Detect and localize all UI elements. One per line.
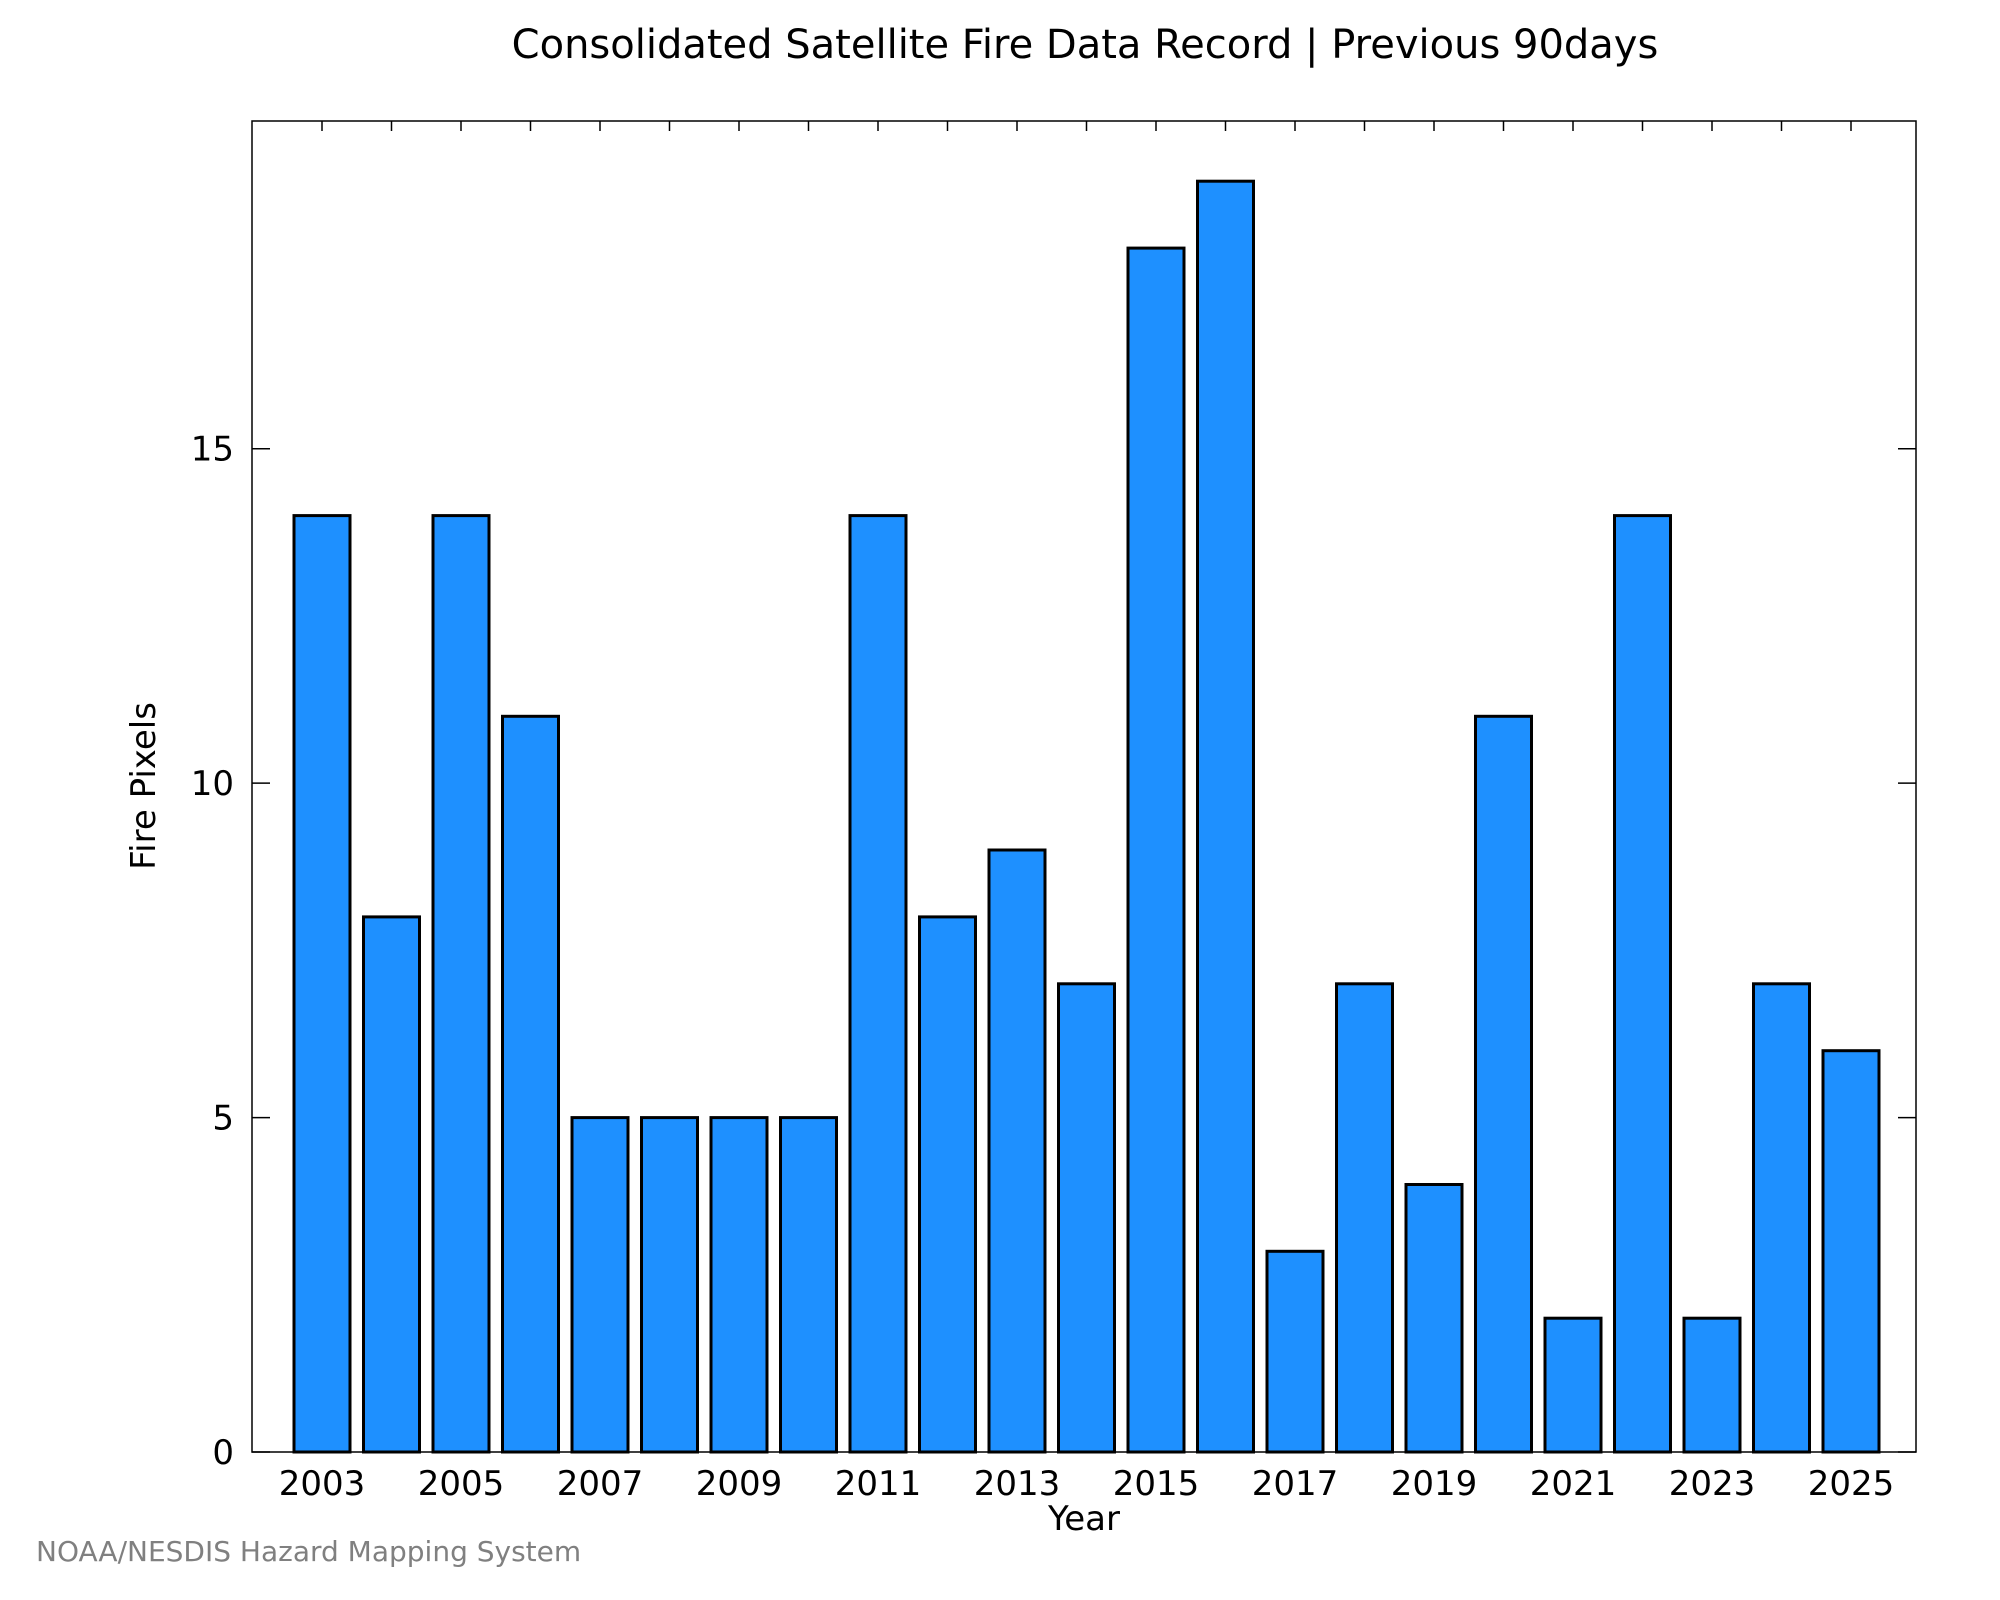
bar-2025 <box>1821 1049 1881 1454</box>
bar-2008 <box>640 1116 699 1454</box>
bar-2017 <box>1265 1249 1325 1454</box>
x-tick-label: 2007 <box>557 1464 644 1504</box>
y-tick-label: 5 <box>212 1099 234 1139</box>
x-tick-label: 2025 <box>1808 1464 1895 1504</box>
x-tick-label: 2005 <box>418 1464 505 1504</box>
x-tick-label: 2023 <box>1669 1464 1756 1504</box>
bar-2007 <box>570 1116 630 1454</box>
x-axis-ticks: 2003 2005 2007 2009 2011 2013 2015 2017 2019 2021… <box>279 121 1895 1504</box>
x-tick-label: 2021 <box>1530 1464 1617 1504</box>
x-tick-label: 2015 <box>1113 1464 1200 1504</box>
bar-2019 <box>1404 1183 1464 1454</box>
y-axis-label: Fire Pixels <box>124 702 164 870</box>
x-tick-label: 2009 <box>696 1464 783 1504</box>
bar-2018 <box>1335 982 1394 1454</box>
bar-2022 <box>1613 514 1672 1454</box>
bar-2016 <box>1196 179 1255 1454</box>
bar-2013 <box>987 848 1047 1454</box>
bar-2014 <box>1057 982 1116 1454</box>
bars-group <box>292 179 1881 1454</box>
x-tick-label: 2017 <box>1252 1464 1339 1504</box>
x-axis-label: Year <box>1047 1499 1120 1539</box>
bar-2015 <box>1126 246 1186 1454</box>
bar-2010 <box>779 1116 838 1454</box>
x-tick-label: 2011 <box>835 1464 922 1504</box>
y-axis-ticks: 0 5 10 15 <box>191 430 1916 1473</box>
y-tick-label: 0 <box>212 1433 234 1473</box>
bar-2023 <box>1682 1316 1742 1454</box>
x-tick-label: 2019 <box>1391 1464 1478 1504</box>
bar-2006 <box>501 714 560 1454</box>
bar-2021 <box>1543 1316 1603 1454</box>
bar-2009 <box>709 1116 769 1454</box>
bar-2003 <box>292 514 352 1454</box>
y-tick-label: 10 <box>191 764 234 804</box>
credit-text: NOAA/NESDIS Hazard Mapping System <box>36 1535 582 1568</box>
chart-title: Consolidated Satellite Fire Data Record … <box>511 22 1659 68</box>
bar-2012 <box>918 915 977 1454</box>
bar-2011 <box>848 514 908 1454</box>
y-tick-label: 15 <box>191 430 234 470</box>
bar-2020 <box>1474 714 1533 1454</box>
bar-2005 <box>431 514 491 1454</box>
bar-2004 <box>362 915 421 1454</box>
x-tick-label: 2003 <box>279 1464 366 1504</box>
bar-2024 <box>1752 982 1811 1454</box>
x-tick-label: 2013 <box>974 1464 1061 1504</box>
